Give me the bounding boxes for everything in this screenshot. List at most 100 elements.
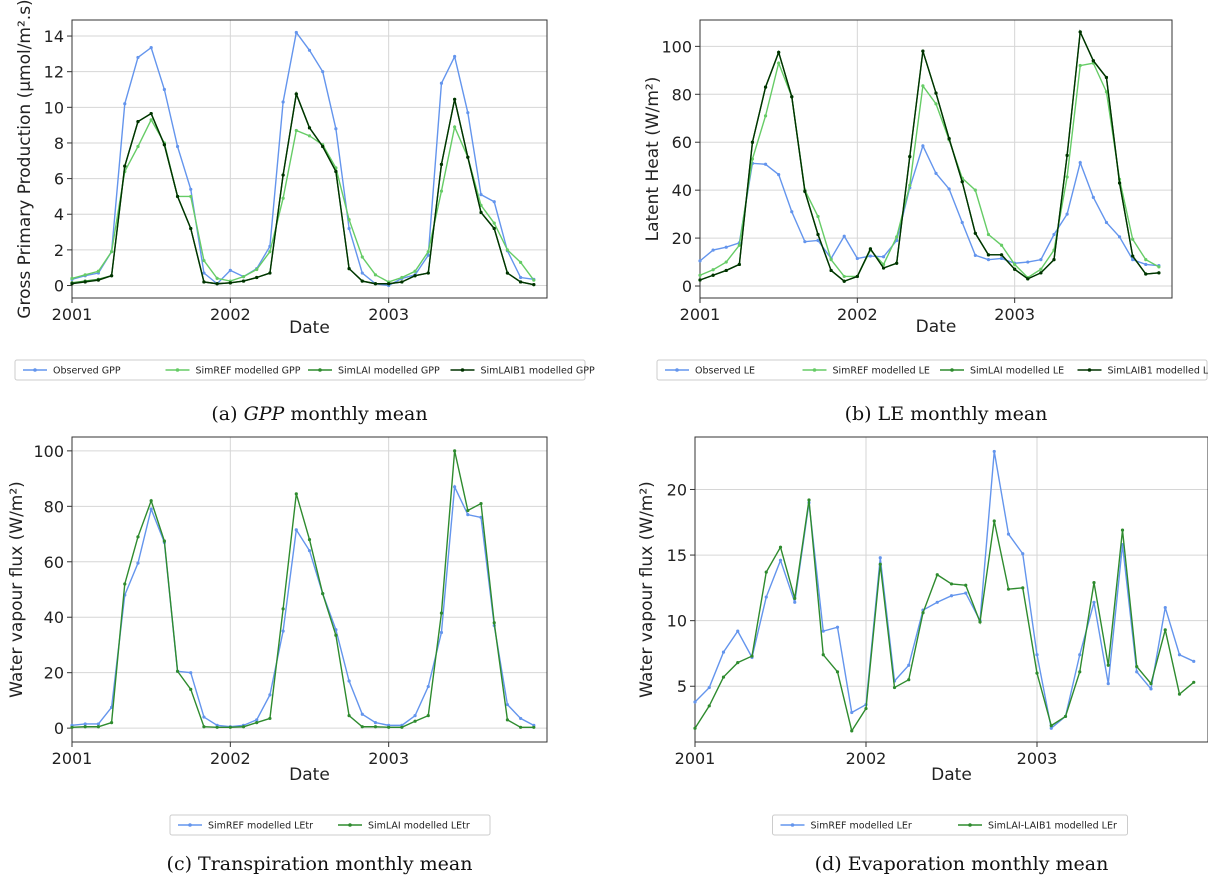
x-tick-label: 2001 xyxy=(52,305,93,324)
x-tick-label: 2001 xyxy=(52,749,93,768)
data-point xyxy=(1052,233,1055,236)
data-point xyxy=(334,127,337,130)
data-point xyxy=(765,595,768,598)
data-point xyxy=(722,675,725,678)
legend-swatch-marker xyxy=(461,368,465,372)
x-tick-label: 2002 xyxy=(210,749,251,768)
y-tick-label: 40 xyxy=(672,181,692,200)
data-point xyxy=(843,280,846,283)
data-point xyxy=(1079,161,1082,164)
data-point xyxy=(216,726,219,729)
data-point xyxy=(807,498,810,501)
data-point xyxy=(110,274,113,277)
y-tick-label: 4 xyxy=(54,205,64,224)
data-point xyxy=(229,726,232,729)
data-point xyxy=(321,70,324,73)
data-point xyxy=(934,91,937,94)
y-axis-label: Water vapour flux (W/m²) xyxy=(7,481,27,698)
data-point xyxy=(1052,258,1055,261)
data-point xyxy=(961,180,964,183)
data-point xyxy=(882,266,885,269)
data-point xyxy=(136,535,139,538)
data-point xyxy=(400,726,403,729)
data-point xyxy=(374,721,377,724)
data-point xyxy=(921,611,924,614)
data-point xyxy=(1118,235,1121,238)
data-point xyxy=(1135,670,1138,673)
data-point xyxy=(347,227,350,230)
legend-entry: SimLAIB1 modelled LE xyxy=(1108,366,1208,377)
data-point xyxy=(1107,682,1110,685)
data-point xyxy=(1135,665,1138,668)
data-point xyxy=(136,145,139,148)
data-point xyxy=(308,49,311,52)
data-point xyxy=(519,276,522,279)
series-line-3 xyxy=(72,94,534,285)
data-point xyxy=(987,258,990,261)
data-point xyxy=(374,273,377,276)
data-point xyxy=(413,270,416,273)
data-point xyxy=(440,631,443,634)
data-point xyxy=(255,268,258,271)
x-axis-label: Date xyxy=(916,317,957,337)
data-point xyxy=(282,197,285,200)
y-tick-label: 60 xyxy=(44,553,64,572)
data-point xyxy=(1079,64,1082,67)
data-point xyxy=(974,232,977,235)
y-tick-label: 20 xyxy=(44,664,64,683)
data-point xyxy=(268,250,271,253)
data-point xyxy=(777,62,780,65)
data-point xyxy=(202,271,205,274)
legend-swatch-marker xyxy=(950,368,954,372)
data-point xyxy=(229,281,232,284)
legend-swatch-marker xyxy=(1088,368,1092,372)
data-point xyxy=(864,707,867,710)
data-point xyxy=(479,211,482,214)
data-point xyxy=(427,271,430,274)
data-point xyxy=(987,253,990,256)
data-point xyxy=(1021,586,1024,589)
x-tick-label: 2003 xyxy=(994,305,1035,324)
data-point xyxy=(1079,30,1082,33)
data-point xyxy=(427,714,430,717)
data-point xyxy=(725,269,728,272)
y-tick-label: 15 xyxy=(667,546,687,565)
x-axis-label: Date xyxy=(289,318,330,338)
data-point xyxy=(708,686,711,689)
data-point xyxy=(1092,196,1095,199)
data-point xyxy=(295,129,298,132)
data-point xyxy=(803,190,806,193)
data-point xyxy=(843,275,846,278)
data-point xyxy=(836,670,839,673)
legend-entry: Observed GPP xyxy=(53,366,121,377)
legend-entry: SimLAI modelled LE xyxy=(970,366,1064,377)
y-tick-label: 12 xyxy=(44,63,64,82)
data-point xyxy=(993,519,996,522)
series-line-1 xyxy=(72,487,534,727)
data-point xyxy=(908,155,911,158)
data-point xyxy=(698,274,701,277)
data-point xyxy=(493,621,496,624)
data-point xyxy=(1021,552,1024,555)
data-point xyxy=(1092,59,1095,62)
y-tick-label: 100 xyxy=(33,442,64,461)
data-point xyxy=(764,86,767,89)
data-point xyxy=(879,556,882,559)
data-point xyxy=(123,102,126,105)
data-point xyxy=(822,630,825,633)
data-point xyxy=(255,718,258,721)
data-point xyxy=(1105,221,1108,224)
data-point xyxy=(282,173,285,176)
data-point xyxy=(466,111,469,114)
data-point xyxy=(1000,244,1003,247)
data-point xyxy=(97,270,100,273)
data-point xyxy=(693,700,696,703)
data-point xyxy=(506,248,509,251)
data-point xyxy=(295,92,298,95)
data-point xyxy=(532,283,535,286)
legend-entry: SimREF modelled LEr xyxy=(811,821,912,832)
data-point xyxy=(202,259,205,262)
data-point xyxy=(777,173,780,176)
